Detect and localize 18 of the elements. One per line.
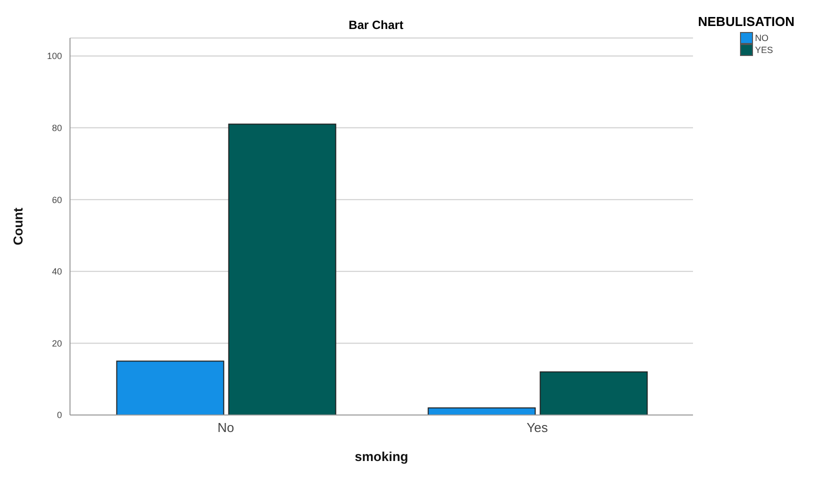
y-tick-label: 0 [56, 410, 62, 420]
x-tick-label: No [217, 420, 234, 436]
x-axis-title: smoking [354, 449, 408, 464]
chart-title: Bar Chart [348, 18, 404, 32]
legend-title: NEBULISATION [698, 14, 795, 29]
x-tick-label: Yes [526, 420, 548, 436]
bar [540, 371, 648, 415]
legend-label: NO [755, 32, 768, 44]
y-tick-label: 40 [52, 266, 62, 277]
legend-label: YES [755, 44, 774, 56]
y-tick-label: 100 [46, 51, 62, 62]
bar [228, 124, 336, 415]
bar [116, 360, 224, 415]
y-tick-label: 20 [52, 338, 62, 348]
y-axis-title: Count [10, 207, 26, 246]
bar [428, 407, 536, 415]
y-tick-label: 80 [52, 122, 62, 133]
y-tick-label: 60 [52, 194, 62, 205]
